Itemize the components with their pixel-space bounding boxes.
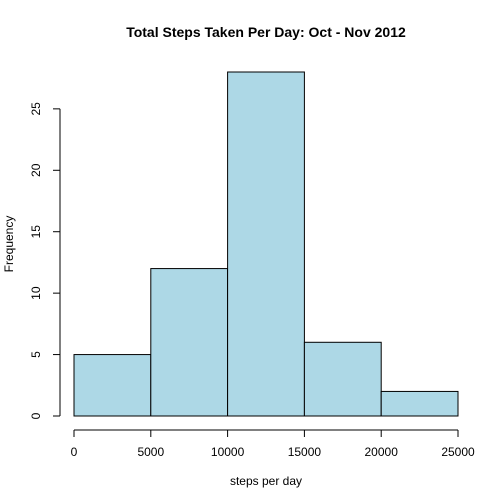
histogram-bar-0 <box>73 354 152 417</box>
x-tick-label-4: 20000 <box>365 445 399 459</box>
histogram-bar-3 <box>303 341 382 417</box>
y-tick-label-3: 15 <box>29 225 43 239</box>
y-tick-label-1: 5 <box>29 351 43 358</box>
x-tick-label-5: 25000 <box>441 445 475 459</box>
histogram-bar-1 <box>150 268 229 417</box>
x-axis: 0 5000 10000 15000 20000 25000 <box>71 429 475 459</box>
histogram-bar-4 <box>380 390 459 417</box>
x-tick-label-2: 10000 <box>211 445 245 459</box>
y-tick-label-2: 10 <box>29 286 43 300</box>
histogram-bar-2 <box>227 71 305 417</box>
bars-group <box>73 71 459 417</box>
y-axis: 0 5 10 15 20 25 <box>29 102 61 419</box>
chart-title: Total Steps Taken Per Day: Oct - Nov 201… <box>126 24 406 40</box>
y-tick-label-0: 0 <box>29 412 43 419</box>
x-tick-label-0: 0 <box>71 445 78 459</box>
x-axis-label: steps per day <box>230 474 302 488</box>
x-tick-label-3: 15000 <box>288 445 322 459</box>
y-tick-label-5: 25 <box>29 102 43 116</box>
y-tick-label-4: 20 <box>29 163 43 177</box>
x-tick-label-1: 5000 <box>137 445 164 459</box>
y-axis-label: Frequency <box>2 216 16 273</box>
